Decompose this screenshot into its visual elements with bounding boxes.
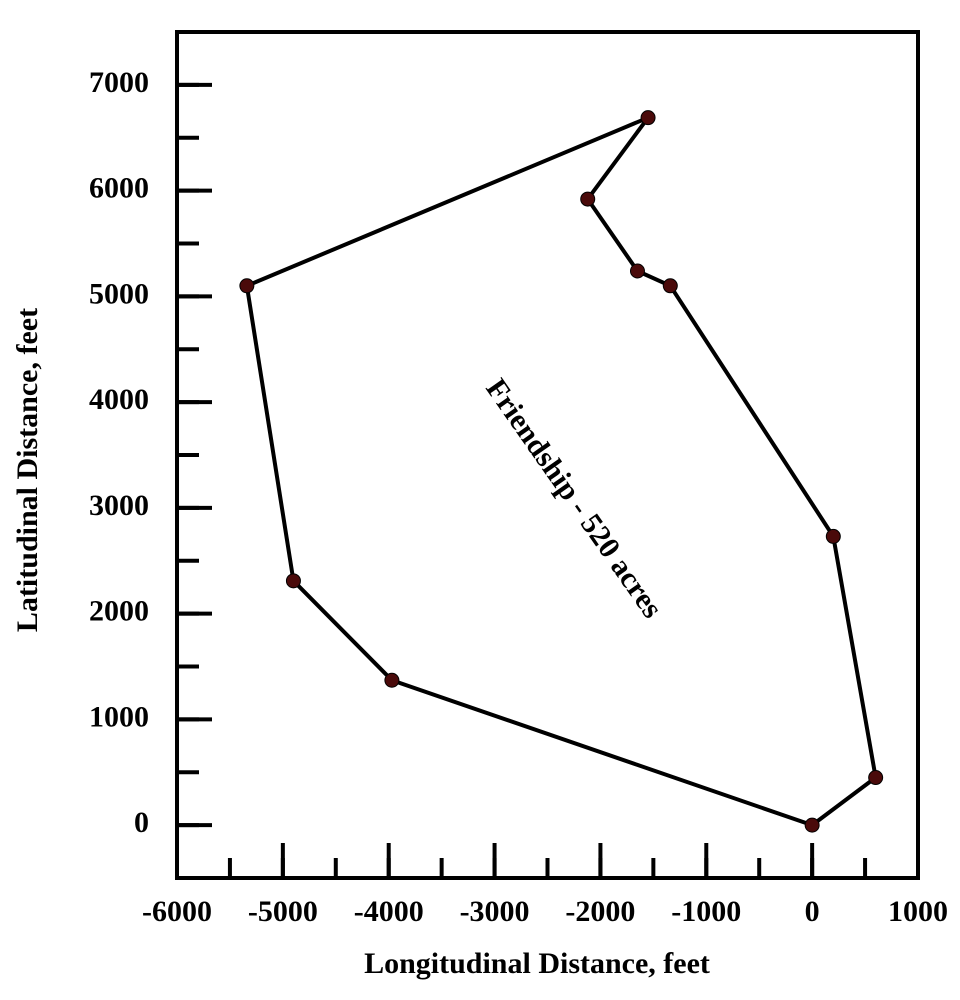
- annotation: Friendship - 520 acres: [479, 373, 669, 624]
- y-tick-label: 6000: [89, 172, 149, 205]
- vertex-marker: [825, 528, 841, 544]
- y-tick-label: 1000: [89, 700, 149, 733]
- vertex-marker: [804, 817, 820, 833]
- vertex-marker: [868, 770, 884, 786]
- x-tick-label: -3000: [460, 895, 530, 928]
- vertex-marker: [640, 110, 656, 126]
- x-tick-label: -2000: [565, 895, 635, 928]
- y-tick-label: 2000: [89, 595, 149, 628]
- y-tick-label: 7000: [89, 66, 149, 99]
- vertex-marker: [384, 672, 400, 688]
- x-axis-label: Longitudinal Distance, feet: [364, 947, 710, 980]
- x-tick-label: -5000: [248, 895, 318, 928]
- vertex-marker: [629, 263, 645, 279]
- vertex-marker: [580, 191, 596, 207]
- y-tick-label: 5000: [89, 277, 149, 310]
- x-tick-label: -6000: [142, 895, 212, 928]
- x-tick-label: -1000: [671, 895, 741, 928]
- y-tick-label: 4000: [89, 383, 149, 416]
- vertex-marker: [662, 278, 678, 294]
- vertex-marker: [239, 278, 255, 294]
- x-tick-label: 0: [805, 895, 820, 928]
- y-axis-label: Latitudinal Distance, feet: [11, 308, 44, 632]
- y-tick-label: 3000: [89, 489, 149, 522]
- vertex-marker: [285, 573, 301, 589]
- x-tick-label: -4000: [354, 895, 424, 928]
- x-tick-label: 1000: [888, 895, 948, 928]
- y-tick-label: 0: [134, 806, 149, 839]
